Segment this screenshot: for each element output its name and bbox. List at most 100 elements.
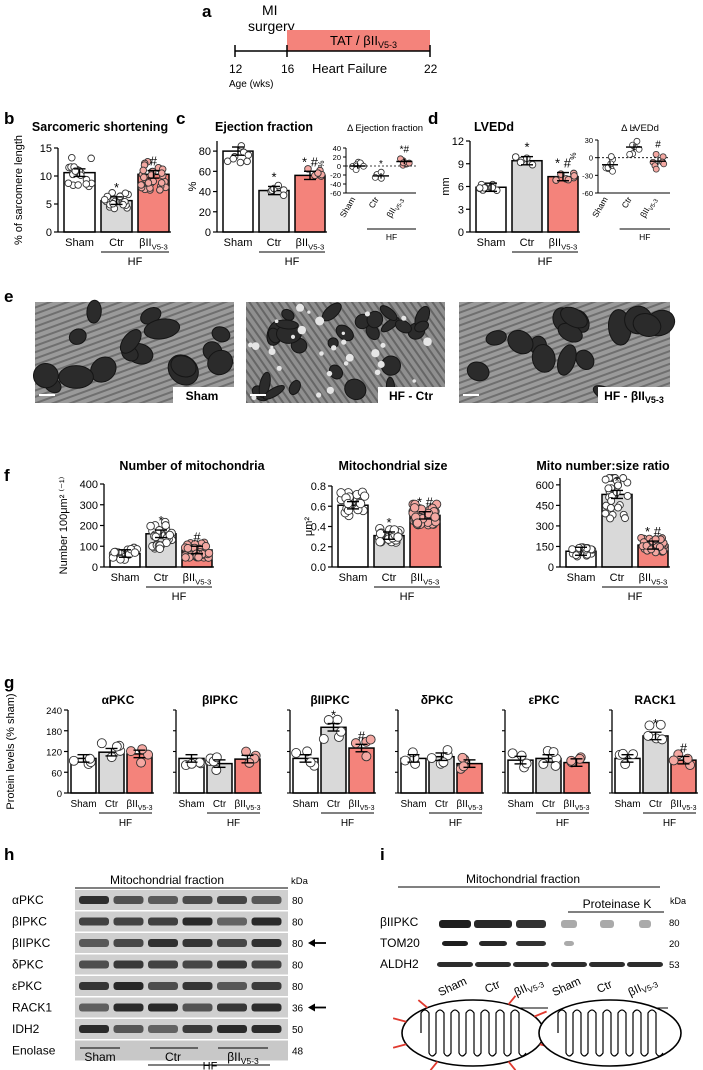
data-point xyxy=(617,748,628,759)
x-label-beta: βIIV5-3 xyxy=(638,194,660,220)
x-label-sham: Sham xyxy=(111,572,140,584)
chart-title: Number of mitochondria xyxy=(119,459,265,473)
significance-mark: * # xyxy=(645,524,662,539)
x-label-ctr: Ctr xyxy=(105,799,119,810)
panel-letter-e: e xyxy=(4,287,13,306)
data-point xyxy=(457,752,468,763)
x-label-beta: βIIV5-3 xyxy=(296,237,325,251)
vacuole xyxy=(326,370,333,377)
data-point xyxy=(393,532,403,542)
x-label-beta-sub: V5-3 xyxy=(308,242,324,251)
data-point xyxy=(620,759,631,770)
data-point xyxy=(237,142,246,150)
significance-mark: * xyxy=(158,513,163,528)
blot-band xyxy=(148,896,178,904)
blot-band xyxy=(516,941,546,946)
bar-Ctr xyxy=(642,735,669,794)
lane-label: Ctr xyxy=(595,979,614,996)
y-tick-label: 9 xyxy=(458,159,464,171)
x-label-beta: βIIV5-3 xyxy=(639,572,668,586)
data-point xyxy=(155,544,165,553)
x-label-beta: βIIV5-3 xyxy=(549,237,578,251)
x-label-beta: βIIV5-3 xyxy=(183,572,212,586)
blot-band xyxy=(182,896,213,904)
vacuole xyxy=(319,351,324,356)
blot-band xyxy=(442,941,468,946)
label-bg xyxy=(378,387,445,403)
significance-mark: * # xyxy=(555,156,572,171)
chart-g1: αPKC 0 60 120 180 240 Protein levels (% sham) S… xyxy=(5,693,154,829)
x-label-ctr: Ctr xyxy=(619,195,633,210)
data-point xyxy=(111,741,122,752)
data-point xyxy=(355,498,366,509)
data-point xyxy=(430,512,440,522)
data-point xyxy=(304,165,312,173)
x-label-ctr: Ctr xyxy=(154,572,169,584)
y-tick-label: -60 xyxy=(330,189,341,198)
data-point xyxy=(655,719,666,730)
data-point xyxy=(194,552,203,562)
y-tick-label: 40 xyxy=(199,187,211,199)
panel-e-micrographs: Sham HF - Ctr HF - βIIV5-3 xyxy=(33,299,676,405)
mitochondrion xyxy=(344,378,367,401)
x-label-beta-main: βII xyxy=(638,206,651,219)
blot-band xyxy=(639,920,651,928)
bar-Ctr xyxy=(511,159,543,233)
x-label-ctr: Ctr xyxy=(109,237,124,249)
kda-header: kDa xyxy=(670,896,686,906)
y-axis-label: % of sarcomere length xyxy=(13,135,25,245)
mitochondrion xyxy=(68,328,87,345)
x-label-beta-main: βII xyxy=(348,799,359,810)
data-point xyxy=(458,761,469,772)
timeline-tick-label: 12 xyxy=(229,62,243,76)
x-label-beta-sub: V5-3 xyxy=(648,198,660,212)
hf-label: HF xyxy=(639,232,650,242)
data-point xyxy=(619,474,628,482)
x-label-beta-main: βII xyxy=(183,572,195,584)
data-point xyxy=(438,757,449,768)
data-point xyxy=(137,181,145,189)
significance-mark: * xyxy=(524,140,529,155)
panel-letter-g: g xyxy=(4,673,14,692)
timeline-axis-label: Age (wks) xyxy=(229,79,273,90)
data-point xyxy=(157,179,166,187)
significance-mark: # xyxy=(655,139,661,150)
chart-title: δPKC xyxy=(421,693,454,707)
significance-mark: * xyxy=(632,125,636,136)
hf-label: HF xyxy=(227,818,240,829)
y-tick-label: 0 xyxy=(205,227,211,239)
data-point xyxy=(302,746,313,757)
blot-row-label: RACK1 xyxy=(12,1001,52,1015)
y-tick-label: -20 xyxy=(330,171,341,180)
x-label-beta-main: βII xyxy=(139,237,151,249)
y-tick-label: 300 xyxy=(80,500,98,512)
blot-band xyxy=(561,920,577,928)
x-label-ctr: Ctr xyxy=(649,799,663,810)
kda-value: 50 xyxy=(292,1025,304,1036)
data-point xyxy=(614,481,622,490)
hf-label: HF xyxy=(203,1061,218,1070)
x-label-sham: Sham xyxy=(178,799,204,810)
x-label-beta-main: βII xyxy=(549,237,561,249)
y-axis-label: % xyxy=(569,152,578,159)
mitochondrion xyxy=(575,349,595,370)
x-label-sham: Sham xyxy=(70,799,96,810)
blot-lane-strip xyxy=(75,954,288,975)
x-label-ctr: Ctr xyxy=(382,572,397,584)
vacuole xyxy=(412,379,416,383)
chart-g3: βIIPKC Sham * Ctr # βIIV5-3 HF xyxy=(287,693,376,829)
data-point xyxy=(516,158,525,167)
data-point xyxy=(607,160,615,168)
lane-main: βII xyxy=(513,983,530,999)
data-point xyxy=(426,753,437,763)
blot-row-label: TOM20 xyxy=(380,936,420,950)
data-point xyxy=(633,137,641,145)
data-point xyxy=(652,150,660,158)
hf-label: HF xyxy=(128,256,143,268)
hf-label: HF xyxy=(449,818,462,829)
blot-band xyxy=(251,939,282,947)
significance-mark: * xyxy=(379,159,383,170)
x-label-beta-sub: V5-3 xyxy=(395,198,407,212)
mitochondrion xyxy=(262,385,285,400)
data-point xyxy=(359,491,370,501)
